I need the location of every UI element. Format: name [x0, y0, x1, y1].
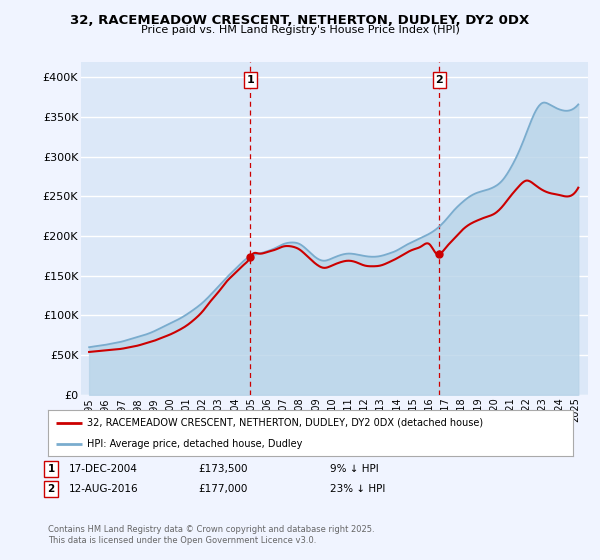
Text: 1: 1: [47, 464, 55, 474]
Text: 32, RACEMEADOW CRESCENT, NETHERTON, DUDLEY, DY2 0DX (detached house): 32, RACEMEADOW CRESCENT, NETHERTON, DUDL…: [88, 418, 484, 428]
Text: 12-AUG-2016: 12-AUG-2016: [69, 484, 139, 494]
Text: 23% ↓ HPI: 23% ↓ HPI: [330, 484, 385, 494]
Text: Contains HM Land Registry data © Crown copyright and database right 2025.
This d: Contains HM Land Registry data © Crown c…: [48, 525, 374, 545]
Text: 9% ↓ HPI: 9% ↓ HPI: [330, 464, 379, 474]
Text: HPI: Average price, detached house, Dudley: HPI: Average price, detached house, Dudl…: [88, 439, 303, 449]
Text: £177,000: £177,000: [198, 484, 247, 494]
Text: £173,500: £173,500: [198, 464, 248, 474]
Text: 2: 2: [436, 75, 443, 85]
Text: 17-DEC-2004: 17-DEC-2004: [69, 464, 138, 474]
Text: Price paid vs. HM Land Registry's House Price Index (HPI): Price paid vs. HM Land Registry's House …: [140, 25, 460, 35]
Text: 32, RACEMEADOW CRESCENT, NETHERTON, DUDLEY, DY2 0DX: 32, RACEMEADOW CRESCENT, NETHERTON, DUDL…: [70, 14, 530, 27]
Text: 1: 1: [247, 75, 254, 85]
Text: 2: 2: [47, 484, 55, 494]
